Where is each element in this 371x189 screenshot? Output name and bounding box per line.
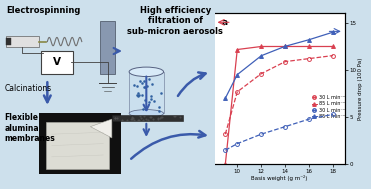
Text: Electrospinning: Electrospinning: [6, 6, 81, 15]
Ellipse shape: [129, 67, 164, 77]
Ellipse shape: [129, 110, 164, 117]
Polygon shape: [91, 119, 112, 138]
Text: a: a: [221, 18, 227, 27]
FancyBboxPatch shape: [41, 51, 73, 74]
Bar: [39, 113, 121, 174]
Text: High efficiency
filtration of
sub-micron aerosols: High efficiency filtration of sub-micron…: [127, 6, 223, 36]
Text: V: V: [53, 57, 61, 67]
Y-axis label: Pressure drop (100 Pa): Pressure drop (100 Pa): [358, 58, 362, 120]
Bar: [6, 36, 39, 47]
Text: Flexible
alumina
membranes: Flexible alumina membranes: [4, 113, 55, 143]
Text: Calcinations: Calcinations: [4, 84, 52, 93]
FancyBboxPatch shape: [46, 122, 109, 169]
Bar: [6, 38, 11, 45]
Legend: 30 L min⁻¹, 85 L min⁻¹, 30 L min⁻¹, 85 L min⁻¹: 30 L min⁻¹, 85 L min⁻¹, 30 L min⁻¹, 85 L…: [311, 95, 345, 119]
Y-axis label: Filtration efficiency (%): Filtration efficiency (%): [187, 57, 192, 121]
FancyBboxPatch shape: [129, 72, 164, 113]
FancyBboxPatch shape: [100, 21, 115, 74]
X-axis label: Basis weight (g m⁻²): Basis weight (g m⁻²): [251, 175, 307, 181]
Bar: [112, 115, 183, 121]
